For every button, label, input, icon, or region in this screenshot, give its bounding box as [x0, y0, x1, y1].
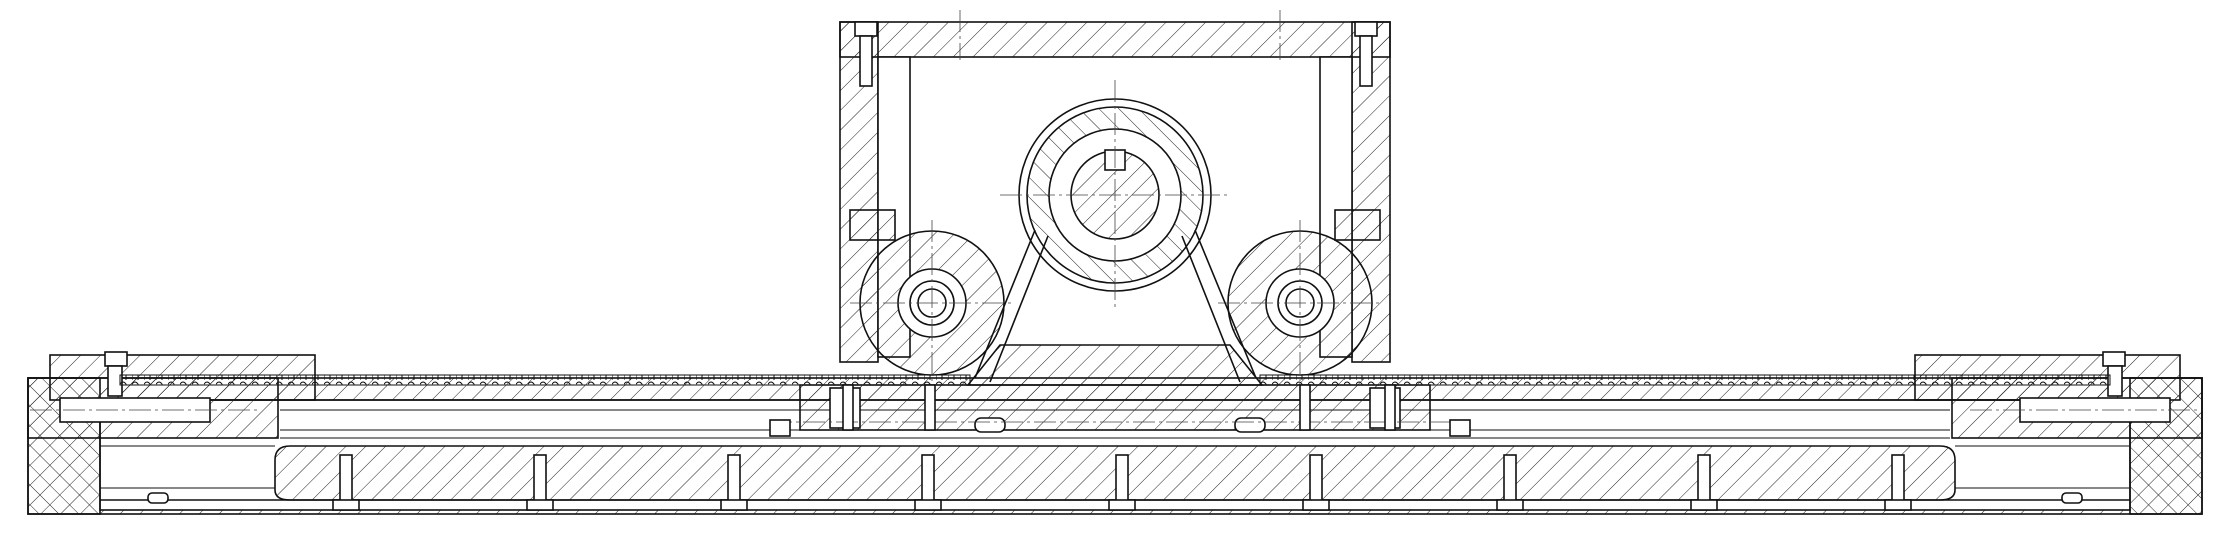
idler-roller-right: [1218, 220, 1383, 385]
screw: [1384, 384, 1396, 431]
mounting-screws: [147, 384, 2083, 511]
screw: [1496, 454, 1524, 511]
screw: [720, 454, 748, 511]
screw: [842, 384, 854, 431]
screw: [914, 454, 942, 511]
toothed-belt: [119, 374, 2111, 386]
idler-roller-left: [850, 220, 1015, 385]
drive-pulley: [1000, 80, 1230, 310]
screw: [924, 384, 936, 431]
screw: [526, 454, 554, 511]
belt-wrap: [974, 229, 1257, 383]
carriage-slider: [769, 384, 1471, 437]
screw: [1690, 454, 1718, 511]
screw: [1302, 454, 1330, 511]
screw: [1108, 454, 1136, 511]
right-end-cap: [1914, 351, 2203, 439]
left-end-cap: [27, 351, 316, 439]
screw: [1884, 454, 1912, 511]
screw: [332, 454, 360, 511]
screw: [1299, 384, 1311, 431]
